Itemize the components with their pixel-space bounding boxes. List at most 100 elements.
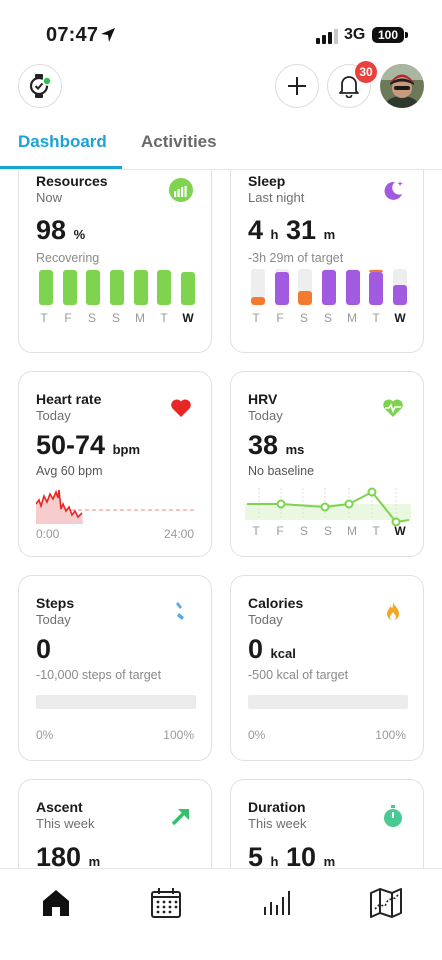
- day-label: W: [182, 311, 194, 325]
- hrv-baseline: No baseline: [248, 464, 315, 478]
- calendar-icon[interactable]: [148, 885, 184, 921]
- day-label: M: [347, 311, 357, 325]
- ascent-card[interactable]: Ascent This week 180 m: [18, 779, 212, 868]
- bottom-navigation: [0, 868, 442, 960]
- heart-icon: [171, 399, 191, 417]
- sleep-shortfall-segment: [251, 297, 265, 305]
- resources-bars: [39, 269, 195, 305]
- day-label: S: [299, 524, 308, 538]
- day-label: W: [394, 311, 406, 325]
- steps-target-diff: -10,000 steps of target: [36, 668, 162, 682]
- card-title: Calories: [248, 595, 304, 611]
- card-subtitle: Now: [36, 190, 63, 205]
- sleep-day-bar: [321, 269, 336, 305]
- moon-stars-icon: [384, 181, 403, 200]
- duration-value: 5 h 10 m: [248, 842, 336, 868]
- watch-connected-icon: [29, 74, 52, 98]
- day-label: S: [299, 311, 308, 325]
- calories-card[interactable]: Calories Today 0 kcal -500 kcal of targe…: [230, 575, 424, 761]
- resources-day-bar: [133, 270, 148, 305]
- sleep-day-bar: [274, 269, 289, 305]
- stats-bars-icon[interactable]: [258, 885, 294, 921]
- card-title: Heart rate: [36, 391, 102, 407]
- home-icon[interactable]: [38, 885, 74, 921]
- card-title: Ascent: [36, 799, 83, 815]
- day-label: S: [323, 524, 332, 538]
- bell-icon: [339, 76, 359, 98]
- heart-rate-card[interactable]: Heart rate Today 50-74 bpm Avg 60 bpm 0:…: [18, 371, 212, 557]
- signal-icon: [316, 29, 338, 44]
- sleep-segment: [345, 270, 360, 305]
- duration-card[interactable]: Duration This week 5 h 10 m: [230, 779, 424, 868]
- resources-day-bar: [39, 270, 53, 305]
- sleep-day-bar: [251, 269, 265, 305]
- day-label: S: [111, 311, 120, 325]
- tab-dashboard[interactable]: Dashboard: [18, 132, 107, 151]
- footprints-icon: [176, 602, 184, 620]
- card-subtitle: Today: [248, 408, 283, 423]
- battery-indicator: 100: [372, 27, 404, 43]
- card-subtitle: This week: [36, 816, 95, 831]
- heart-pulse-icon: [383, 399, 403, 417]
- progress-max-label: 100%: [163, 728, 194, 742]
- add-button[interactable]: [275, 64, 319, 108]
- resources-day-bar: [157, 270, 172, 305]
- day-label: S: [87, 311, 96, 325]
- flame-icon: [387, 602, 399, 620]
- steps-value: 0: [36, 634, 52, 664]
- status-bar: 07:47 3G 100: [0, 0, 442, 64]
- day-label: F: [276, 524, 284, 538]
- day-label: T: [252, 524, 260, 538]
- card-title: Resources: [36, 173, 108, 189]
- tab-activities[interactable]: Activities: [141, 132, 217, 151]
- sleep-target-diff: -3h 29m of target: [248, 251, 344, 265]
- card-subtitle: Last night: [248, 190, 305, 205]
- location-arrow-icon: [101, 28, 115, 42]
- resources-value: 98 %: [36, 215, 86, 245]
- day-label: T: [40, 311, 48, 325]
- day-label: T: [252, 311, 260, 325]
- ascent-value: 180 m: [36, 842, 101, 868]
- card-title: Steps: [36, 595, 75, 611]
- battery-nub: [405, 32, 408, 38]
- user-photo-icon: [380, 64, 424, 108]
- day-label: T: [160, 311, 168, 325]
- resources-day-bar: [86, 270, 101, 305]
- progress-min-label: 0%: [36, 728, 54, 742]
- progress-max-label: 100%: [375, 728, 406, 742]
- resources-status: Recovering: [36, 251, 100, 265]
- resources-gauge-icon: [169, 178, 193, 202]
- sleep-duration: 4 h 31 m: [248, 215, 336, 245]
- chart-axis-start: 0:00: [36, 527, 60, 541]
- day-label: F: [64, 311, 72, 325]
- sleep-card[interactable]: Sleep Last night 4 h 31 m -3h 29m of tar…: [230, 170, 424, 353]
- avatar[interactable]: [380, 64, 424, 108]
- status-time: 07:47: [46, 24, 99, 46]
- sleep-segment: [321, 270, 336, 305]
- hrv-value: 38 ms: [248, 430, 305, 460]
- day-label: M: [135, 311, 145, 325]
- card-subtitle: Today: [248, 612, 283, 627]
- notification-badge: 30: [355, 61, 377, 83]
- active-tab-indicator: [0, 166, 122, 169]
- calories-progress-bar: [248, 695, 408, 709]
- day-label: T: [372, 524, 380, 538]
- sleep-shortfall-segment: [369, 270, 384, 272]
- steps-card[interactable]: Steps Today 0 -10,000 steps of target 0%…: [18, 575, 212, 761]
- plus-icon: [288, 77, 306, 95]
- day-label: S: [323, 311, 332, 325]
- heart-rate-average: Avg 60 bpm: [36, 464, 103, 478]
- watch-sync-button[interactable]: [18, 64, 62, 108]
- map-icon[interactable]: [368, 885, 404, 921]
- sleep-segment: [392, 285, 407, 305]
- sleep-bars: [251, 269, 407, 305]
- stopwatch-icon: [384, 805, 402, 827]
- heart-rate-chart: [36, 489, 196, 524]
- progress-min-label: 0%: [248, 728, 266, 742]
- sleep-segment: [369, 272, 384, 305]
